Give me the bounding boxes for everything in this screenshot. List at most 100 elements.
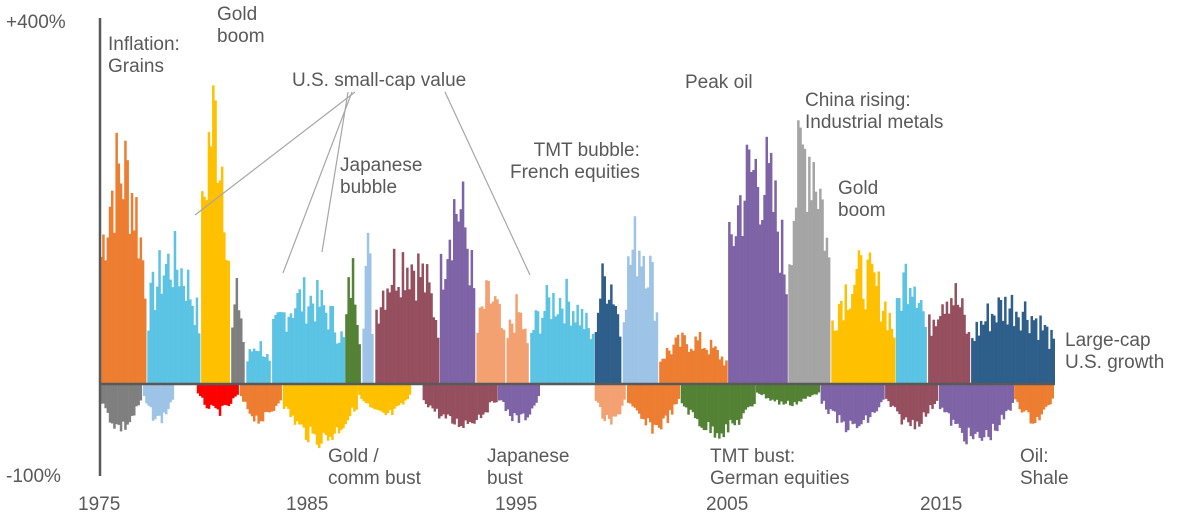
down-bar-12-0 xyxy=(820,384,824,404)
up-bar-0-9 xyxy=(119,183,123,384)
up-bar-13-1 xyxy=(596,312,600,384)
up-bar-5-21 xyxy=(318,306,321,384)
up-bar-12-21 xyxy=(576,304,579,384)
up-bar-20-9 xyxy=(947,313,951,384)
up-bar-16-4 xyxy=(736,205,740,384)
up-bar-15-22 xyxy=(707,354,711,384)
up-bar-21-26 xyxy=(1028,333,1031,384)
down-bar-10-6 xyxy=(693,384,697,419)
up-bar-21-16 xyxy=(1006,324,1009,384)
down-bar-4-22 xyxy=(331,384,334,440)
down-bar-11-17 xyxy=(793,384,796,403)
up-bar-14-6 xyxy=(635,276,639,384)
down-bar-3-5 xyxy=(250,384,254,417)
up-bar-12-5 xyxy=(541,317,544,384)
up-bar-21-24 xyxy=(1023,301,1027,384)
up-bar-21-37 xyxy=(1052,338,1055,384)
down-bar-8-6 xyxy=(607,384,611,419)
up-bar-17-1 xyxy=(790,265,793,384)
down-bar-11-19 xyxy=(797,384,801,402)
up-bar-1-15 xyxy=(180,268,183,384)
down-bar-14-19 xyxy=(980,384,984,441)
down-bar-13-0 xyxy=(885,384,888,399)
up-bar-5-8 xyxy=(289,313,293,384)
down-bar-5-21 xyxy=(404,384,407,401)
down-bar-7-11 xyxy=(522,384,525,414)
down-bar-10-11 xyxy=(704,384,708,431)
up-bar-20-8 xyxy=(945,301,949,384)
annotation-oil-shale: Oil: Shale xyxy=(1020,446,1069,489)
down-bar-12-1 xyxy=(822,384,826,401)
up-bar-20-14 xyxy=(958,307,962,384)
down-bar-11-4 xyxy=(764,384,768,399)
down-bar-4-24 xyxy=(335,384,339,428)
down-bar-6-31 xyxy=(490,384,494,402)
up-bar-0-13 xyxy=(128,233,132,384)
up-bar-17-2 xyxy=(792,220,796,384)
up-bar-1-12 xyxy=(173,231,177,384)
down-bar-15-13 xyxy=(1042,384,1046,410)
down-bar-3-10 xyxy=(261,384,265,422)
up-bar-16-22 xyxy=(776,231,779,384)
down-bar-6-17 xyxy=(460,384,463,426)
annotation-china-rising: China rising: Industrial metals xyxy=(805,90,944,133)
down-bar-4-17 xyxy=(320,384,323,444)
down-bar-3-9 xyxy=(259,384,263,422)
up-bar-21-27 xyxy=(1030,316,1033,384)
up-bar-21-5 xyxy=(982,324,985,384)
down-bar-11-18 xyxy=(795,384,799,405)
up-bar-18-25 xyxy=(886,330,889,384)
down-bar-2-0 xyxy=(196,384,200,394)
up-bar-15-15 xyxy=(692,350,695,384)
down-bar-10-15 xyxy=(713,384,717,438)
down-bar-7-1 xyxy=(500,384,503,401)
up-bar-11-0 xyxy=(506,338,509,384)
up-bar-8-19 xyxy=(417,253,420,384)
up-bar-18-20 xyxy=(875,285,878,384)
down-bar-5-9 xyxy=(377,384,381,411)
down-bar-4-27 xyxy=(342,384,345,429)
up-bar-15-19 xyxy=(701,349,704,384)
up-bar-21-33 xyxy=(1043,325,1047,384)
down-bar-5-16 xyxy=(393,384,396,409)
up-bar-15-23 xyxy=(709,339,713,384)
annotation-peak-oil: Peak oil xyxy=(685,72,753,93)
down-bar-15-5 xyxy=(1025,384,1028,411)
down-bar-13-23 xyxy=(935,384,939,401)
down-bar-4-32 xyxy=(353,384,356,412)
down-bar-9-6 xyxy=(640,384,643,419)
up-bar-18-21 xyxy=(877,271,880,384)
down-bar-3-2 xyxy=(244,384,247,402)
down-bar-11-24 xyxy=(808,384,812,397)
down-bar-3-11 xyxy=(264,384,267,413)
down-bar-4-31 xyxy=(351,384,354,408)
up-bar-8-12 xyxy=(401,252,405,384)
up-bar-4-4 xyxy=(255,350,258,384)
up-bar-21-29 xyxy=(1034,318,1038,384)
down-bar-11-15 xyxy=(789,384,792,406)
down-bar-4-18 xyxy=(322,384,325,433)
up-bar-9-15 xyxy=(472,288,476,384)
down-bar-11-1 xyxy=(758,384,761,394)
up-bar-9-12 xyxy=(466,248,469,384)
up-bar-2-0 xyxy=(201,191,204,384)
up-bar-1-17 xyxy=(184,300,188,384)
up-bar-5-31 xyxy=(340,331,343,384)
down-bar-14-13 xyxy=(967,384,970,428)
down-bar-11-16 xyxy=(791,384,794,407)
up-bar-21-18 xyxy=(1010,294,1014,384)
up-bar-19-13 xyxy=(924,327,927,384)
down-bar-3-3 xyxy=(246,384,249,410)
down-bar-6-3 xyxy=(429,384,432,406)
up-bar-5-15 xyxy=(305,323,308,384)
up-bar-18-18 xyxy=(870,263,874,384)
up-bar-1-4 xyxy=(156,286,159,384)
up-bar-15-2 xyxy=(663,358,667,384)
up-bar-8-20 xyxy=(419,277,422,384)
down-bar-13-16 xyxy=(920,384,923,424)
down-bar-14-24 xyxy=(991,384,995,424)
up-bar-7-4 xyxy=(371,333,374,384)
down-bar-0-8 xyxy=(117,384,121,425)
down-bar-6-24 xyxy=(475,384,478,420)
up-bar-0-11 xyxy=(124,140,127,384)
